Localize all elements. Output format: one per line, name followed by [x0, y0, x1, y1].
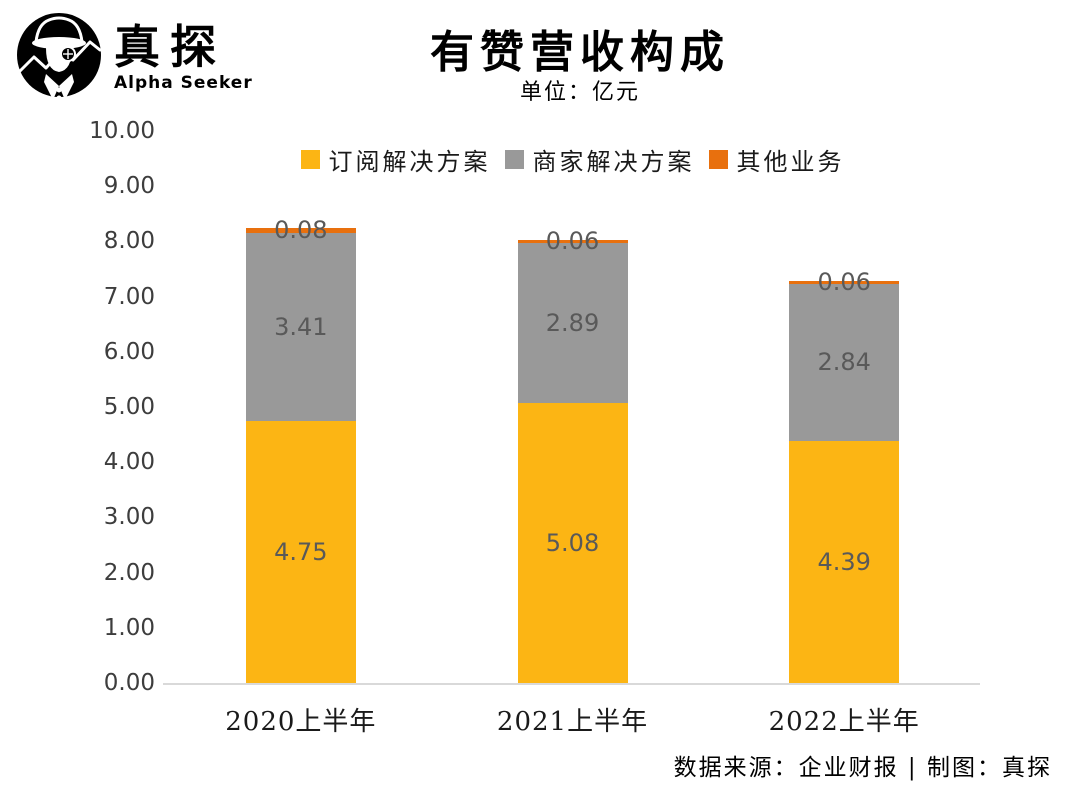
chart-title: 有赞营收构成	[430, 27, 730, 78]
x-axis-category-label: 2020上半年	[225, 707, 377, 737]
bar-value-label: 0.08	[274, 216, 328, 245]
bar-segment	[789, 283, 900, 441]
bar-value-label: 2.84	[817, 348, 871, 377]
legend-item: 其他业务	[708, 142, 845, 177]
bar-value-label: 4.39	[817, 547, 871, 576]
legend-label: 订阅解决方案	[328, 148, 491, 176]
bar-segment	[245, 420, 356, 683]
y-axis-tick-label: 9.00	[103, 173, 155, 200]
y-axis-tick-label: 3.00	[103, 504, 155, 531]
y-axis-tick-label: 6.00	[103, 338, 155, 365]
bar-segment	[789, 440, 900, 683]
bar-value-label: 5.08	[545, 528, 600, 557]
bar-segment	[517, 402, 628, 683]
legend-label: 商家解决方案	[532, 148, 695, 176]
bar-value-label: 2.89	[545, 308, 600, 337]
y-axis-tick-label: 1.00	[103, 614, 155, 641]
y-axis-tick-label: 8.00	[103, 228, 155, 255]
brand-name-en: Alpha Seeker	[114, 73, 253, 93]
y-axis-tick-label: 4.00	[103, 449, 155, 476]
brand-name: 真探 Alpha Seeker	[114, 23, 253, 93]
bar-value-label: 0.06	[545, 227, 600, 256]
bar-segment	[517, 239, 628, 244]
bar-value-label: 4.75	[274, 537, 328, 566]
x-axis-category-label: 2022上半年	[768, 707, 920, 737]
x-axis-category-label: 2021上半年	[496, 707, 649, 737]
brand-logo: 真探 Alpha Seeker	[16, 12, 253, 104]
legend-swatch-icon	[708, 150, 728, 169]
y-axis-tick-label: 7.00	[103, 283, 155, 310]
legend-item: 订阅解决方案	[300, 142, 491, 177]
chart-unit-label: 单位：亿元	[519, 80, 640, 105]
y-axis-tick-label: 2.00	[103, 559, 155, 586]
bar-segment	[517, 243, 628, 403]
legend-label: 其他业务	[736, 148, 845, 176]
legend-swatch-icon	[300, 150, 320, 169]
chart-legend: 订阅解决方案 商家解决方案 其他业务	[165, 142, 980, 177]
y-axis-tick-label: 10.00	[89, 118, 155, 144]
bar-segment	[245, 232, 356, 421]
bar-value-label: 0.06	[817, 268, 871, 297]
legend-swatch-icon	[504, 150, 524, 169]
detective-logo-icon	[17, 13, 102, 101]
bar-segment	[789, 280, 900, 284]
bar-segment	[245, 228, 356, 233]
x-axis-line	[163, 683, 980, 685]
brand-name-zh: 真探	[114, 20, 226, 74]
y-axis-tick-label: 5.00	[103, 394, 155, 420]
legend-item: 商家解决方案	[504, 142, 695, 177]
data-source-note: 数据来源：企业财报 | 制图：真探	[673, 755, 1052, 781]
y-axis-tick-label: 0.00	[103, 670, 155, 696]
bar-value-label: 3.41	[274, 312, 328, 341]
